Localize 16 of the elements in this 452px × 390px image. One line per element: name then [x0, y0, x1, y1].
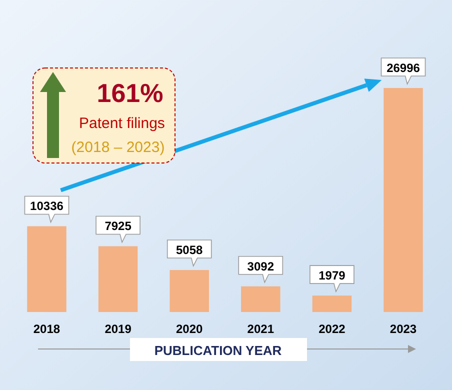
- x-tick-label: 2020: [176, 322, 204, 336]
- x-tick-label: 2021: [247, 322, 274, 336]
- data-label: 5058: [176, 243, 204, 258]
- x-tick-label: 2023: [390, 322, 417, 336]
- x-tick-label: 2022: [318, 322, 346, 336]
- data-label: 7925: [104, 219, 132, 234]
- data-label: 1979: [318, 268, 346, 283]
- x-tick-label: 2018: [33, 322, 60, 336]
- data-label: 3092: [247, 259, 274, 274]
- x-tick-label: 2019: [104, 322, 132, 336]
- annotation: 161%: [96, 78, 164, 108]
- x-axis-title: PUBLICATION YEAR: [154, 343, 282, 358]
- annotation: (2018 – 2023): [71, 139, 165, 156]
- data-label: 10336: [30, 199, 64, 214]
- annotation: Patent filings: [79, 115, 165, 132]
- data-label: 26996: [386, 61, 420, 75]
